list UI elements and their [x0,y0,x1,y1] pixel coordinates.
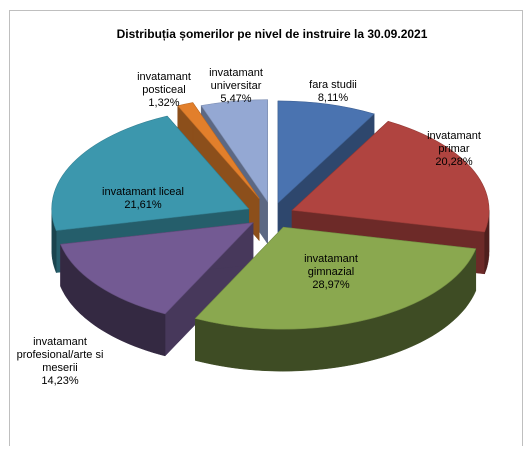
chart-title: Distribuția șomerilor pe nivel de instru… [117,27,428,41]
slice-label-2: invatamant primar 20,28% [427,130,481,168]
slice-4 [60,222,254,357]
slice-3 [194,226,477,372]
slice-label-3: invatamant gimnazial 28,97% [304,253,358,291]
slice-label-5: invatamant liceal 21,61% [102,186,184,211]
slice-1-top [277,100,375,204]
slice-3-top [194,226,477,330]
slices-layer [51,99,490,372]
slice-label-1: fara studii 8,11% [309,79,357,104]
slice-2-top [291,120,490,233]
slice-5-top [51,115,250,231]
slice-4-top [60,222,254,315]
slice-label-4: invatamant profesional/arte si meserii 14,2… [17,336,104,387]
slice-label-7: invatamant universitar 5,47% [209,67,263,105]
slice-label-6: invatamant posticeal 1,32% [137,71,191,109]
slice-6-top [177,102,260,199]
labels-layer: fara studii 8,11% invatamant primar 20,28% in… [17,67,481,387]
slice-7-top [200,99,268,203]
